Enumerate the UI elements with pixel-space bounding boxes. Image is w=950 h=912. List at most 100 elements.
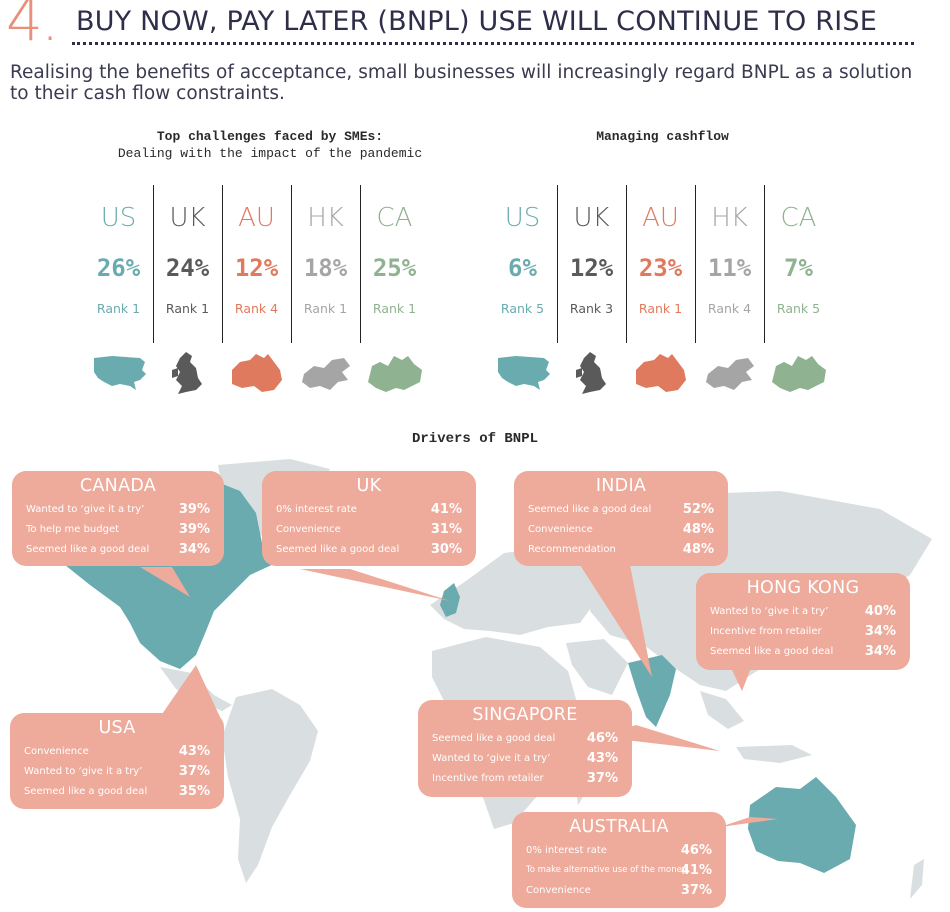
country-code: UK	[573, 203, 610, 233]
challenges-heading-line1: Top challenges faced by SMEs:	[156, 129, 384, 144]
driver-label: Recommendation	[528, 544, 616, 555]
driver-row: Wanted to ‘give it a try’ 40%	[710, 604, 896, 622]
driver-row: Wanted to ‘give it a try’ 39%	[26, 502, 210, 520]
driver-value: 48%	[682, 522, 714, 537]
usa-map-icon	[94, 356, 146, 390]
driver-value: 43%	[178, 744, 210, 759]
hong-kong-map-icon	[706, 358, 754, 390]
country-code: US	[504, 203, 541, 233]
country-rank: Rank 4	[707, 301, 752, 316]
challenges-col-hk: HK 18% Rank 1	[291, 185, 361, 343]
country-percent: 11%	[707, 254, 752, 282]
country-percent: 26%	[96, 254, 141, 282]
cashflow-panel: US 6% Rank 5 UK 12% Rank 3 AU 23% Rank 1…	[488, 185, 834, 343]
callout-title: HONG KONG	[746, 578, 860, 598]
driver-row: Seemed like a good deal 30%	[276, 542, 462, 560]
driver-label: Wanted to ‘give it a try’	[432, 753, 551, 764]
callout-title: INDIA	[595, 476, 647, 496]
driver-row: Seemed like a good deal 34%	[26, 542, 210, 560]
driver-value: 40%	[864, 604, 896, 619]
driver-label: Incentive from retailer	[432, 773, 544, 784]
challenges-col-uk: UK 24% Rank 1	[153, 185, 223, 343]
callout-india: INDIA Seemed like a good deal 52% Conveni…	[514, 471, 728, 566]
callout-title: CANADA	[79, 476, 157, 496]
driver-value: 34%	[178, 542, 210, 557]
driver-value: 46%	[680, 843, 712, 858]
challenges-col-us: US 26% Rank 1	[84, 185, 154, 343]
country-code: CA	[780, 203, 817, 233]
driver-value: 39%	[178, 522, 210, 537]
driver-row: To help me budget 39%	[26, 522, 210, 540]
section-number: 4.	[6, 0, 59, 54]
country-rank: Rank 3	[569, 301, 614, 316]
country-rank: Rank 1	[96, 301, 141, 316]
cashflow-col-au: AU 23% Rank 1	[626, 185, 696, 343]
driver-label: 0% interest rate	[276, 504, 357, 515]
driver-row: Convenience 43%	[24, 744, 210, 762]
driver-value: 52%	[682, 502, 714, 517]
driver-label: Seemed like a good deal	[26, 544, 150, 555]
driver-label: Wanted to ‘give it a try’	[710, 606, 829, 617]
driver-row: Recommendation 48%	[528, 542, 714, 560]
country-percent: 24%	[165, 254, 210, 282]
driver-row: Seemed like a good deal 52%	[528, 502, 714, 520]
challenges-heading-line2: Dealing with the impact of the pandemic	[117, 146, 423, 161]
cashflow-col-uk: UK 12% Rank 3	[557, 185, 627, 343]
canada-map-icon	[772, 356, 826, 392]
driver-row: Incentive from retailer 34%	[710, 624, 896, 642]
page-title: BUY NOW, PAY LATER (BNPL) USE WILL CONTI…	[76, 6, 877, 37]
callout-title: UK	[356, 476, 382, 496]
country-rank: Rank 5	[500, 301, 545, 316]
cashflow-col-hk: HK 11% Rank 4	[695, 185, 765, 343]
driver-value: 41%	[430, 502, 462, 517]
drivers-title: Drivers of BNPL	[411, 431, 539, 447]
uk-map-icon	[172, 352, 202, 394]
driver-label: To help me budget	[26, 524, 120, 535]
country-percent: 18%	[303, 254, 348, 282]
country-rank: Rank 1	[372, 301, 417, 316]
driver-label: Wanted to ‘give it a try’	[26, 504, 145, 515]
driver-row: Seemed like a good deal 34%	[710, 644, 896, 662]
cashflow-heading: Managing cashflow	[520, 128, 805, 145]
country-code: AU	[238, 203, 275, 233]
driver-value: 34%	[864, 644, 896, 659]
driver-value: 31%	[430, 522, 462, 537]
country-rank: Rank 4	[234, 301, 279, 316]
driver-label: Wanted to ‘give it a try’	[24, 766, 143, 777]
driver-label: Convenience	[276, 524, 341, 535]
driver-value: 46%	[586, 731, 618, 746]
driver-value: 43%	[586, 751, 618, 766]
driver-row: Wanted to ‘give it a try’ 43%	[432, 751, 618, 769]
driver-label: Convenience	[526, 885, 591, 896]
driver-label: Seemed like a good deal	[276, 544, 400, 555]
driver-value: 37%	[586, 771, 618, 786]
challenges-col-au: AU 12% Rank 4	[222, 185, 292, 343]
australia-map-icon	[636, 354, 686, 392]
cashflow-col-us: US 6% Rank 5	[488, 185, 558, 343]
driver-row: Seemed like a good deal 46%	[432, 731, 618, 749]
country-percent: 7%	[784, 254, 813, 282]
cashflow-heading-text: Managing cashflow	[596, 129, 729, 144]
driver-row: 0% interest rate 46%	[526, 843, 712, 861]
uk-map-icon	[576, 352, 606, 394]
driver-label: Convenience	[528, 524, 593, 535]
country-percent: 12%	[234, 254, 279, 282]
driver-row: Seemed like a good deal 35%	[24, 784, 210, 802]
callout-canada: CANADA Wanted to ‘give it a try’ 39% To h…	[12, 471, 224, 566]
country-percent: 23%	[638, 254, 683, 282]
driver-row: To make alternative use of the money 41%	[526, 863, 712, 881]
dotted-divider	[72, 42, 914, 45]
cashflow-col-ca: CA 7% Rank 5	[764, 185, 833, 343]
country-code: CA	[376, 203, 413, 233]
country-code: AU	[642, 203, 679, 233]
driver-row: Convenience 48%	[528, 522, 714, 540]
challenges-col-ca: CA 25% Rank 1	[360, 185, 429, 343]
challenges-heading: Top challenges faced by SMEs: Dealing wi…	[80, 128, 460, 162]
driver-label: 0% interest rate	[526, 845, 607, 856]
driver-value: 34%	[864, 624, 896, 639]
country-rank: Rank 5	[776, 301, 821, 316]
country-code: UK	[169, 203, 206, 233]
country-percent: 12%	[569, 254, 614, 282]
driver-label: To make alternative use of the money	[526, 865, 687, 875]
page-subtitle: Realising the benefits of acceptance, sm…	[10, 62, 913, 104]
